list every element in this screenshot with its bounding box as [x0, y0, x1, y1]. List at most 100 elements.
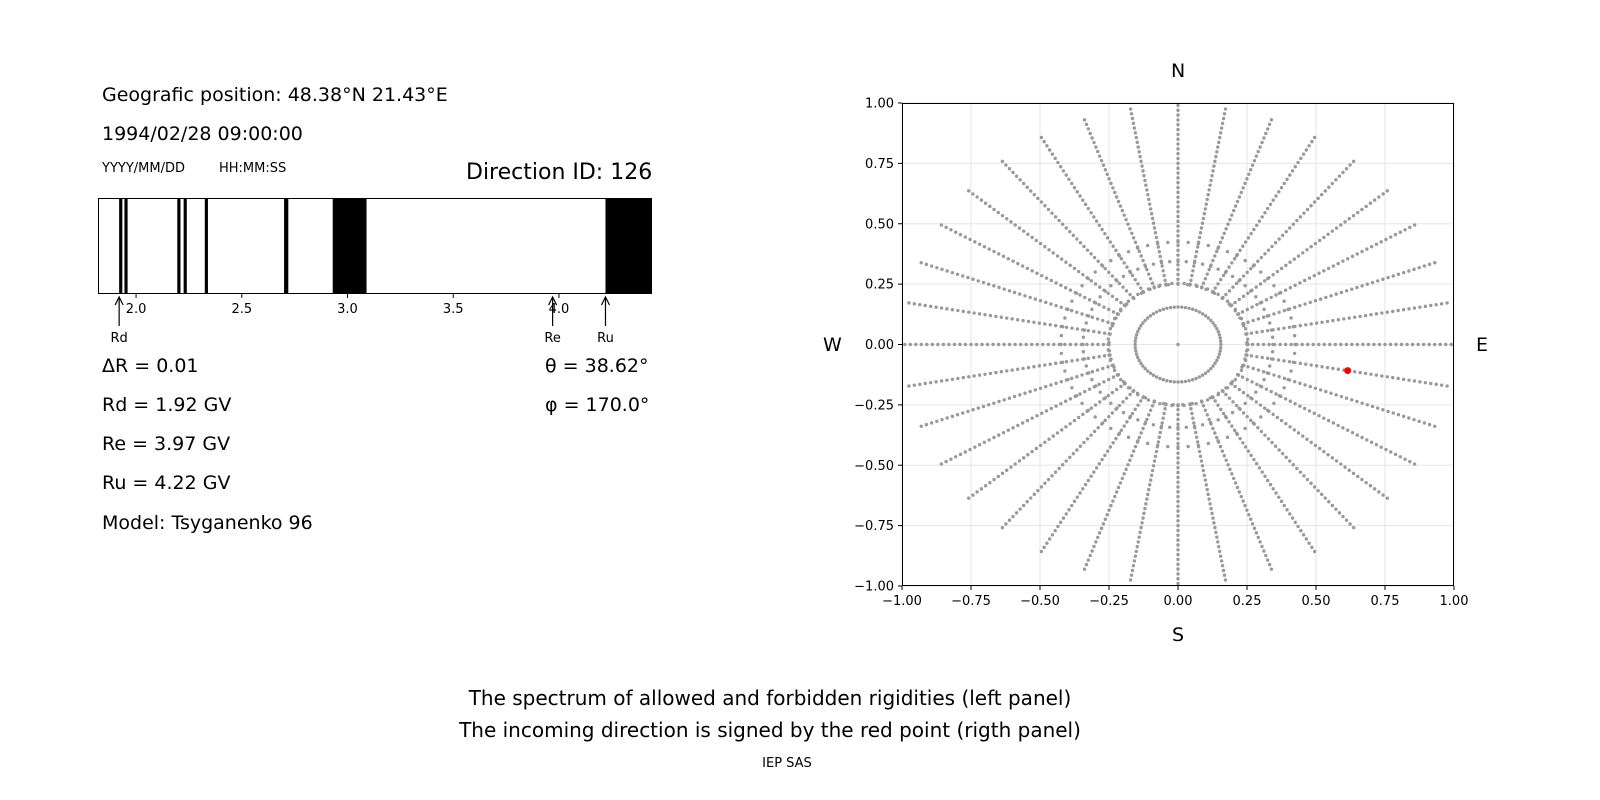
grid-point: [1260, 355, 1264, 360]
grid-point: [1128, 292, 1132, 297]
grid-point: [1176, 432, 1180, 436]
grid-point: [1220, 236, 1225, 240]
grid-point: [1364, 204, 1368, 209]
forbidden-band: [284, 198, 289, 294]
grid-point: [1135, 544, 1139, 549]
grid-point: [1176, 514, 1180, 518]
grid-point: [1041, 342, 1045, 347]
grid-point: [997, 285, 1001, 290]
grid-point: [1089, 474, 1093, 478]
grid-point: [1116, 199, 1121, 204]
grid-point: [1150, 216, 1155, 221]
grid-point: [1192, 260, 1197, 265]
grid-point: [1202, 211, 1207, 216]
grid-point: [1285, 177, 1289, 181]
grid-point: [1124, 467, 1128, 472]
grid-point: [1092, 429, 1097, 434]
grid-point: [1176, 408, 1180, 412]
grid-point: [1075, 375, 1079, 379]
grid-point: [1249, 453, 1253, 458]
grid-point: [1401, 414, 1406, 419]
grid-point: [1162, 411, 1166, 416]
grid-point: [1033, 297, 1038, 301]
grid-point: [1254, 400, 1258, 404]
grid-point: [1246, 320, 1250, 324]
grid-point: [1138, 154, 1142, 159]
grid-point: [1057, 466, 1061, 471]
grid-point: [923, 303, 927, 308]
grid-point: [1274, 293, 1278, 297]
grid-point: [1282, 503, 1286, 508]
grid-point: [919, 261, 923, 265]
grid-point: [1303, 383, 1307, 387]
grid-point: [1300, 342, 1304, 347]
grid-point: [1246, 291, 1250, 295]
grid-point: [1322, 449, 1326, 454]
grid-point: [1212, 164, 1216, 168]
grid-point: [1086, 558, 1091, 562]
grid-point: [1107, 353, 1111, 357]
grid-point: [1208, 502, 1212, 506]
grid-point: [1284, 263, 1288, 268]
grid-point: [1217, 544, 1221, 549]
grid-point: [1146, 398, 1151, 402]
grid-point: [1305, 248, 1309, 252]
grid-point: [1245, 377, 1250, 382]
grid-point: [999, 370, 1004, 374]
grid-point: [1197, 235, 1202, 240]
grid-point: [1144, 183, 1148, 187]
grid-point: [1216, 246, 1220, 250]
grid-point: [1250, 522, 1255, 526]
west-label: W: [823, 334, 842, 356]
grid-point: [1012, 394, 1017, 399]
grid-point: [1282, 386, 1286, 390]
grid-point: [1134, 336, 1138, 340]
grid-point: [1133, 277, 1137, 282]
grid-point: [1242, 321, 1246, 326]
grid-point: [1325, 319, 1330, 324]
grid-point: [1271, 342, 1275, 347]
grid-point: [1109, 258, 1113, 263]
grid-point: [1348, 163, 1352, 167]
grid-point: [1136, 246, 1140, 250]
grid-point: [1176, 519, 1180, 523]
grid-point: [1282, 299, 1286, 303]
grid-point: [1266, 437, 1271, 441]
grid-point: [1101, 342, 1106, 347]
grid-point: [1039, 200, 1044, 204]
grid-point: [1014, 511, 1019, 515]
grid-point: [1318, 388, 1323, 392]
grid-point: [1209, 178, 1213, 183]
grid-point: [1277, 291, 1282, 295]
grid-point: [1148, 483, 1152, 487]
grid-point: [1021, 318, 1025, 323]
grid-point: [966, 409, 970, 414]
grid-point: [1109, 181, 1113, 186]
grid-point: [1262, 549, 1266, 553]
grid-point: [1128, 270, 1133, 275]
y-tick-label: −1.00: [854, 580, 894, 595]
grid-point: [1032, 492, 1036, 497]
grid-point: [971, 277, 975, 281]
grid-point: [1097, 302, 1101, 307]
grid-point: [1298, 404, 1302, 408]
grid-point: [1344, 396, 1349, 400]
grid-point: [1289, 342, 1293, 347]
grid-point: [967, 310, 971, 314]
forbidden-band: [605, 198, 652, 294]
grid-point: [1176, 200, 1180, 204]
grid-point: [1157, 435, 1162, 439]
grid-point: [1119, 384, 1123, 389]
grid-point: [1083, 389, 1087, 394]
grid-point: [1374, 443, 1379, 447]
grid-point: [1176, 281, 1180, 285]
grid-point: [1230, 213, 1234, 217]
grid-point: [1055, 431, 1060, 435]
grid-point: [1391, 411, 1395, 415]
grid-point: [1207, 267, 1211, 272]
grid-point: [1154, 310, 1159, 314]
grid-point: [1215, 249, 1219, 254]
grid-point: [1296, 160, 1300, 165]
grid-point: [1225, 435, 1230, 440]
grid-point: [1252, 526, 1257, 531]
